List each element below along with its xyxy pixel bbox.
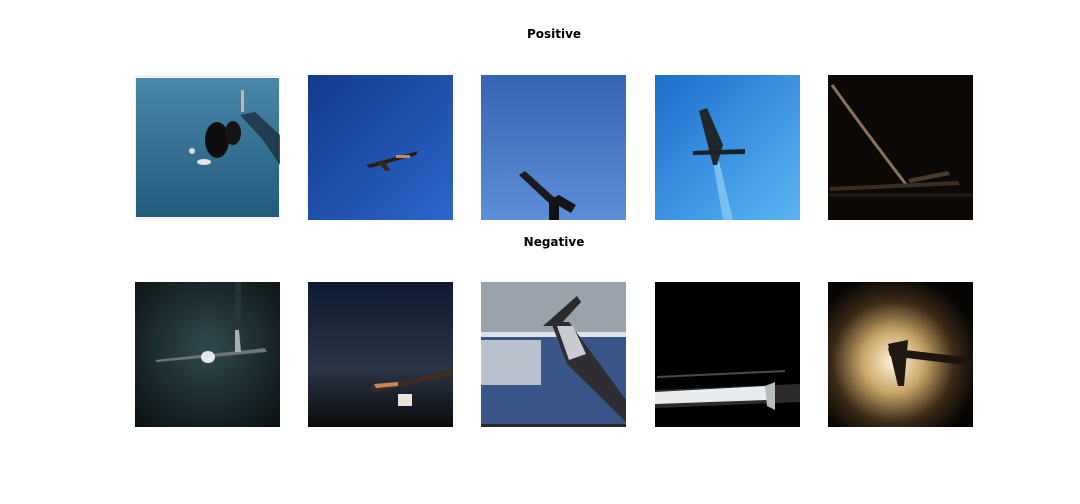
positive-image-3 (481, 75, 626, 220)
positive-image-1 (135, 75, 280, 220)
negative-image-4 (655, 282, 800, 427)
negative-image-1 (135, 282, 280, 427)
negative-image-3 (481, 282, 626, 427)
positive-image-2 (308, 75, 453, 220)
positive-row-title: Positive (526, 27, 582, 41)
negative-image-5 (828, 282, 973, 427)
positive-image-5 (828, 75, 973, 220)
negative-image-2 (308, 282, 453, 427)
positive-image-4 (655, 75, 800, 220)
negative-row-title: Negative (523, 235, 585, 249)
